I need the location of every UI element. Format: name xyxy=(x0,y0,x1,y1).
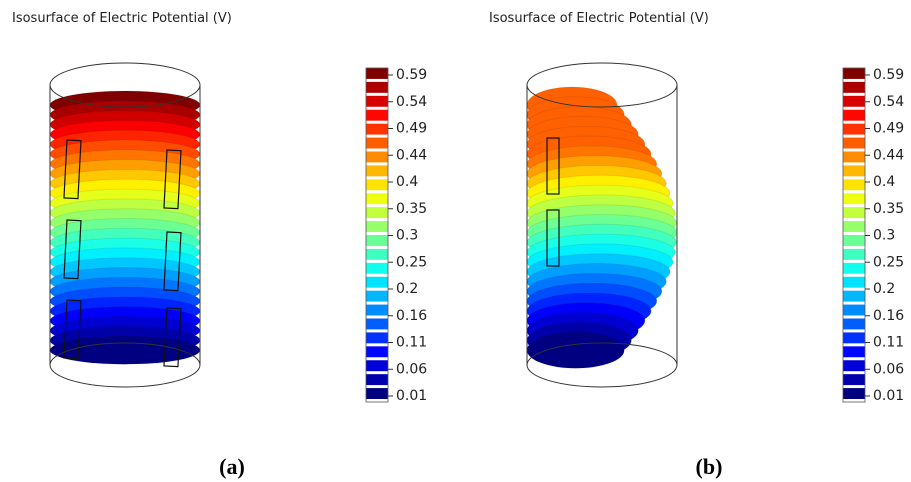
colorbar-stripe xyxy=(366,332,388,344)
colorbar-stripe xyxy=(366,388,388,399)
colorbar-stripe xyxy=(843,193,865,205)
colorbar-stripe xyxy=(366,262,388,274)
electrode xyxy=(63,299,82,360)
colorbar-stripe xyxy=(843,248,865,260)
colorbar-tick-label: 0.44 xyxy=(873,147,904,163)
colorbar-stripe xyxy=(843,318,865,330)
colorbar-tick-label: 0.3 xyxy=(396,228,418,244)
colorbar-stripe xyxy=(366,179,388,191)
colorbar-tick-label: 0.49 xyxy=(873,121,904,137)
colorbar-stripe xyxy=(366,95,388,107)
colorbar-stripe xyxy=(843,360,865,372)
colorbar-stripe xyxy=(843,165,865,177)
colorbar-stripe xyxy=(843,221,865,232)
panel: Isosurface of Electric Potential (V) 0.59… xyxy=(489,11,904,479)
colorbar-stripe xyxy=(366,123,388,135)
electrode xyxy=(63,139,82,200)
colorbar-stripe xyxy=(366,137,388,149)
electrode xyxy=(163,149,182,210)
colorbar-tick-label: 0.4 xyxy=(873,174,895,190)
electrode xyxy=(63,219,82,280)
colorbar-stripe xyxy=(843,332,865,344)
panel-title: Isosurface of Electric Potential (V) xyxy=(489,11,709,26)
colorbar-stripe xyxy=(366,248,388,260)
colorbar-tick-label: 0.49 xyxy=(396,121,427,137)
colorbar-tick-label: 0.59 xyxy=(873,67,904,83)
colorbar-stripe xyxy=(366,346,388,358)
colorbar-stripe xyxy=(843,207,865,219)
colorbar-tick-label: 0.16 xyxy=(396,308,427,324)
colorbar-stripe xyxy=(843,95,865,107)
colorbar-stripe xyxy=(843,137,865,149)
colorbar-stripe xyxy=(843,68,865,79)
colorbar-stripe xyxy=(366,193,388,205)
colorbar-stripe xyxy=(366,360,388,372)
colorbar-stripe xyxy=(843,235,865,246)
colorbar-tick-label: 0.01 xyxy=(873,388,904,404)
colorbar-stripe xyxy=(366,81,388,93)
colorbar-tick-label: 0.11 xyxy=(873,335,904,351)
colorbar-stripe xyxy=(843,388,865,399)
colorbar-stripe xyxy=(366,165,388,177)
colorbar-stripe xyxy=(843,81,865,93)
panel: Isosurface of Electric Potential (V) 0.59… xyxy=(12,11,427,479)
isosurface xyxy=(526,331,625,369)
colorbar-tick-label: 0.35 xyxy=(873,201,904,217)
colorbar-stripe xyxy=(366,304,388,316)
colorbar-tick-label: 0.25 xyxy=(873,254,904,270)
colorbar-tick-label: 0.44 xyxy=(396,147,427,163)
colorbar-tick-label: 0.54 xyxy=(396,94,427,110)
electrode xyxy=(163,231,182,292)
colorbar-stripe xyxy=(843,123,865,135)
colorbar-stripe xyxy=(366,68,388,79)
colorbar-stripe xyxy=(366,276,388,288)
colorbar-tick-label: 0.3 xyxy=(873,228,895,244)
colorbar-stripe xyxy=(366,318,388,330)
colorbar-tick-label: 0.2 xyxy=(396,281,418,297)
electrode xyxy=(546,209,560,267)
panel-title: Isosurface of Electric Potential (V) xyxy=(12,11,232,26)
panel-caption: (a) xyxy=(219,454,245,479)
electrode xyxy=(546,137,560,195)
colorbar-tick-label: 0.01 xyxy=(396,388,427,404)
electrode xyxy=(163,307,182,368)
colorbar-tick-label: 0.25 xyxy=(396,254,427,270)
colorbar-tick-label: 0.11 xyxy=(396,335,427,351)
colorbar-stripe xyxy=(366,235,388,246)
colorbar-tick-label: 0.06 xyxy=(396,361,427,377)
panel-caption: (b) xyxy=(696,454,723,479)
colorbar-stripe xyxy=(843,290,865,302)
colorbar-stripe xyxy=(843,346,865,358)
colorbar-stripe xyxy=(366,290,388,302)
colorbar-stripe xyxy=(366,207,388,219)
colorbar-tick-label: 0.35 xyxy=(396,201,427,217)
colorbar-stripe xyxy=(843,262,865,274)
colorbar-stripe xyxy=(843,151,865,163)
colorbar-stripe xyxy=(843,109,865,121)
colorbar-stripe xyxy=(843,179,865,191)
colorbar-stripe xyxy=(366,221,388,232)
colorbar-tick-label: 0.54 xyxy=(873,94,904,110)
colorbar-stripe xyxy=(366,151,388,163)
colorbar-tick-label: 0.59 xyxy=(396,67,427,83)
colorbar-tick-label: 0.06 xyxy=(873,361,904,377)
colorbar-stripe xyxy=(366,374,388,386)
colorbar-stripe xyxy=(843,276,865,288)
isosurface xyxy=(49,335,201,365)
colorbar-stripe xyxy=(843,304,865,316)
colorbar-stripe xyxy=(366,109,388,121)
colorbar-tick-label: 0.2 xyxy=(873,281,895,297)
colorbar-stripe xyxy=(843,374,865,386)
colorbar-tick-label: 0.16 xyxy=(873,308,904,324)
colorbar-tick-label: 0.4 xyxy=(396,174,418,190)
